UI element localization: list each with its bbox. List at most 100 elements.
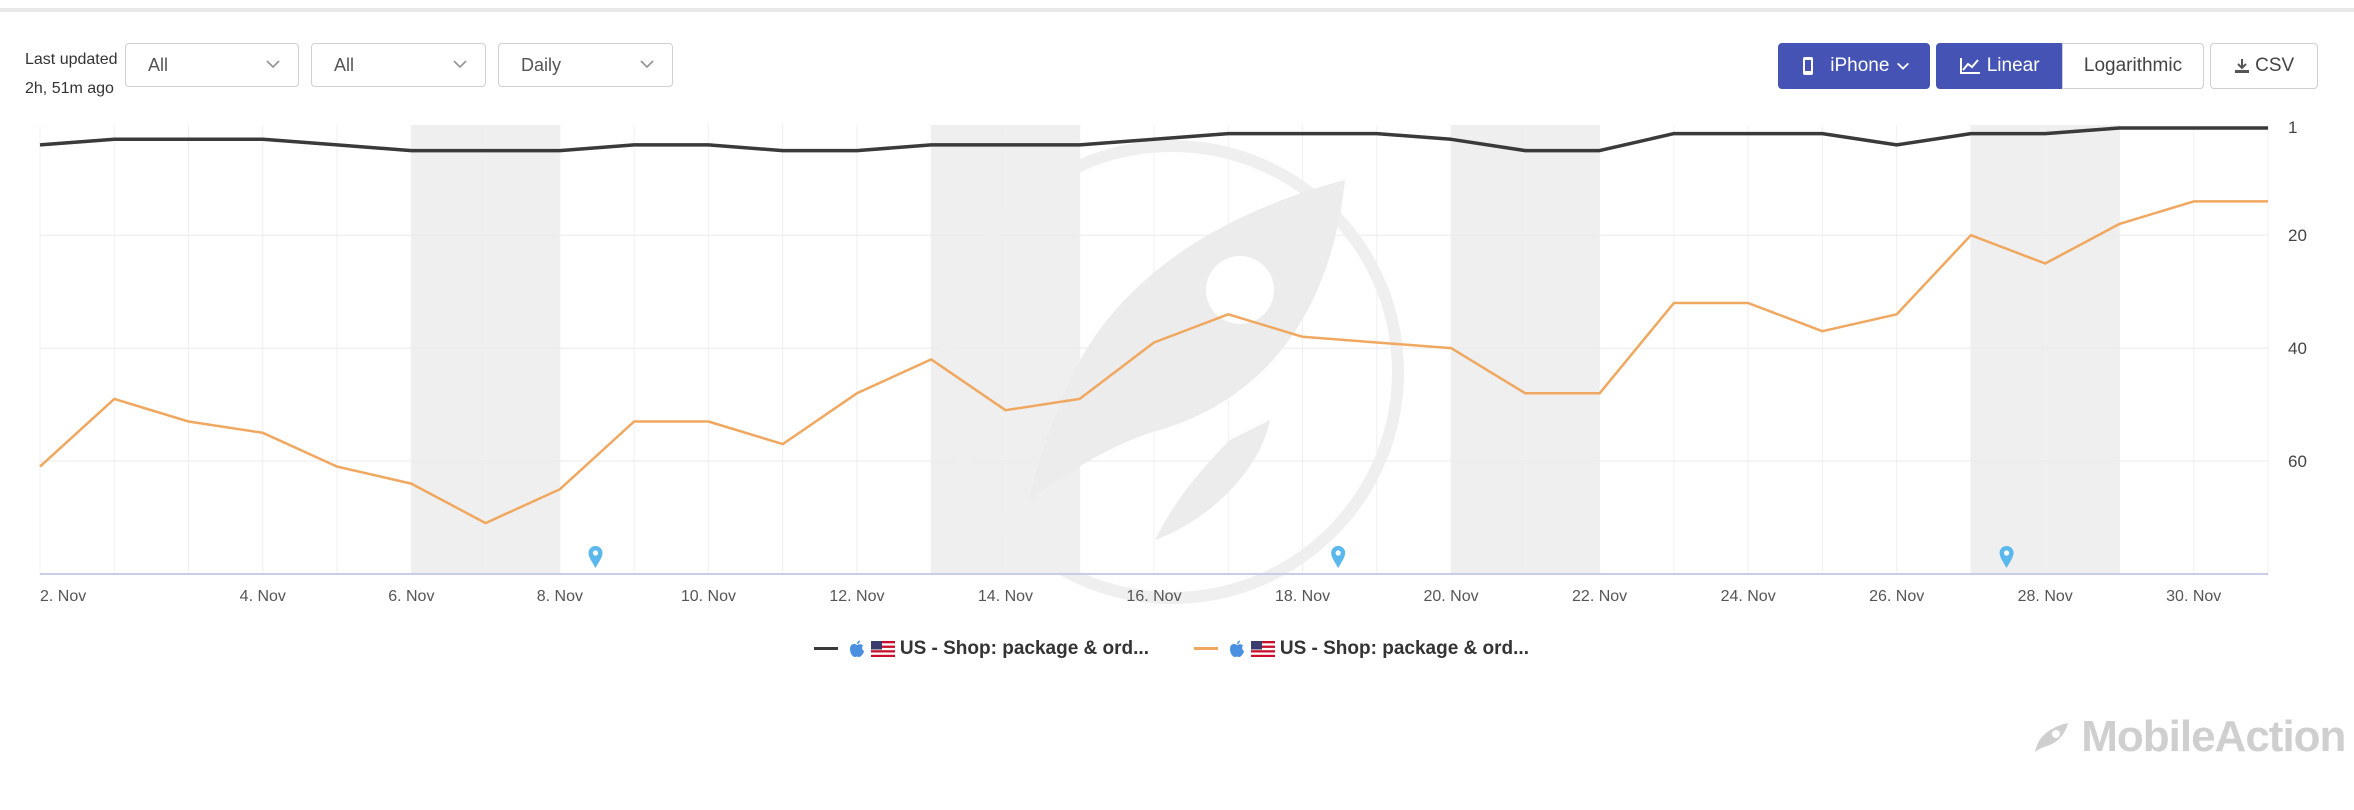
x-tick-label: 4. Nov: [240, 588, 286, 605]
series-2-point[interactable]: [1078, 397, 1082, 401]
top-divider: [0, 8, 2354, 12]
logarithmic-scale-button[interactable]: Logarithmic: [2062, 43, 2204, 89]
series-2-point[interactable]: [38, 465, 42, 469]
series-1-point[interactable]: [1375, 132, 1379, 136]
x-tick-label: 28. Nov: [2018, 588, 2073, 605]
series-2-point[interactable]: [1152, 340, 1156, 344]
series-2-point[interactable]: [2043, 261, 2047, 265]
series-2-point[interactable]: [558, 487, 562, 491]
series-2-point[interactable]: [1895, 312, 1899, 316]
series-1-point[interactable]: [2043, 132, 2047, 136]
x-tick-label: 26. Nov: [1869, 588, 1924, 605]
series-1-point[interactable]: [2266, 126, 2270, 130]
series-2-point[interactable]: [1226, 312, 1230, 316]
device-button[interactable]: iPhone: [1778, 43, 1930, 89]
series-2-point[interactable]: [2192, 199, 2196, 203]
series-2-point[interactable]: [855, 391, 859, 395]
chevron-down-icon: [453, 60, 467, 69]
legend-item-1[interactable]: US - Shop: package & ord...: [814, 636, 1149, 662]
x-tick-label: 14. Nov: [978, 588, 1033, 605]
series-2-point[interactable]: [2117, 222, 2121, 226]
series-1-point[interactable]: [2117, 126, 2121, 130]
rocket-watermark-icon: [940, 140, 1404, 604]
series-2-point[interactable]: [1969, 233, 1973, 237]
series-1-point[interactable]: [484, 149, 488, 153]
series-1-point[interactable]: [706, 143, 710, 147]
series-2-point[interactable]: [781, 442, 785, 446]
series-1-point[interactable]: [409, 149, 413, 153]
series-1-point[interactable]: [1969, 132, 1973, 136]
series-2-point[interactable]: [1598, 391, 1602, 395]
series-line-1[interactable]: [39, 126, 2268, 153]
y-tick-label: 1: [2288, 118, 2297, 137]
series-2-point[interactable]: [1746, 301, 1750, 305]
map-pin-icon[interactable]: [1999, 546, 2014, 568]
series-1-point[interactable]: [1078, 143, 1082, 147]
filter-dropdown-1[interactable]: All: [125, 43, 299, 87]
series-1-point[interactable]: [1226, 132, 1230, 136]
series-1-point[interactable]: [112, 137, 116, 141]
x-tick-label: 30. Nov: [2166, 588, 2221, 605]
series-1-point[interactable]: [38, 143, 42, 147]
series-1-point[interactable]: [2192, 126, 2196, 130]
series-1-point[interactable]: [1449, 137, 1453, 141]
series-line-2[interactable]: [39, 200, 2268, 525]
linear-scale-label: Linear: [1986, 55, 2040, 76]
series-2-point[interactable]: [409, 482, 413, 486]
brand-watermark-text: MobileAction: [2081, 712, 2346, 761]
series-1-point[interactable]: [1820, 132, 1824, 136]
apple-icon: [850, 640, 865, 657]
series-2-point[interactable]: [1375, 340, 1379, 344]
series-1-point[interactable]: [1523, 149, 1527, 153]
apple-icon: [1230, 640, 1245, 657]
series-2-point[interactable]: [632, 419, 636, 423]
us-flag-icon: [870, 640, 895, 657]
series-2-point[interactable]: [261, 431, 265, 435]
series-2-point[interactable]: [1820, 329, 1824, 333]
legend-item-2[interactable]: US - Shop: package & ord...: [1194, 636, 1529, 662]
filter-dropdown-2[interactable]: All: [311, 43, 486, 87]
series-1-point[interactable]: [1746, 132, 1750, 136]
series-1-point[interactable]: [558, 149, 562, 153]
last-updated-label: Last updated: [25, 51, 118, 68]
y-tick-label: 40: [2288, 339, 2307, 358]
series-1-point[interactable]: [261, 137, 265, 141]
series-2-point[interactable]: [1003, 408, 1007, 412]
map-pin-icon[interactable]: [588, 546, 603, 568]
series-1-point[interactable]: [335, 143, 339, 147]
series-2-point[interactable]: [484, 521, 488, 525]
x-tick-label: 20. Nov: [1423, 588, 1478, 605]
series-2-point[interactable]: [335, 465, 339, 469]
csv-export-button[interactable]: CSV: [2210, 43, 2318, 89]
series-2-point[interactable]: [112, 397, 116, 401]
period-dropdown[interactable]: Daily: [498, 43, 673, 87]
x-tick-label: 2. Nov: [40, 588, 86, 605]
series-2-point[interactable]: [187, 419, 191, 423]
series-1-point[interactable]: [632, 143, 636, 147]
x-tick-label: 6. Nov: [388, 588, 434, 605]
line-chart-icon: [1960, 57, 1981, 74]
series-1-point[interactable]: [1152, 137, 1156, 141]
x-tick-label: 16. Nov: [1126, 588, 1181, 605]
series-1-point[interactable]: [1003, 143, 1007, 147]
series-1-point[interactable]: [1895, 143, 1899, 147]
series-2-point[interactable]: [1449, 346, 1453, 350]
series-2-point[interactable]: [929, 357, 933, 361]
x-tick-label: 12. Nov: [829, 588, 884, 605]
series-1-point[interactable]: [781, 149, 785, 153]
map-pin-icon[interactable]: [1331, 546, 1346, 568]
series-1-point[interactable]: [929, 143, 933, 147]
series-2-point[interactable]: [1301, 335, 1305, 339]
series-2-point[interactable]: [1523, 391, 1527, 395]
series-2-point[interactable]: [2266, 199, 2270, 203]
series-1-point[interactable]: [1672, 132, 1676, 136]
series-2-point[interactable]: [706, 419, 710, 423]
series-1-point[interactable]: [1301, 132, 1305, 136]
rank-history-chart: 2. Nov 4. Nov 6. Nov 8. Nov 10. Nov 12. Nov 14…: [38, 118, 2307, 605]
series-1-point[interactable]: [1598, 149, 1602, 153]
series-1-point[interactable]: [855, 149, 859, 153]
series-1-point[interactable]: [187, 137, 191, 141]
series-2-point[interactable]: [1672, 301, 1676, 305]
x-tick-label: 10. Nov: [681, 588, 736, 605]
linear-scale-button[interactable]: Linear: [1936, 43, 2063, 89]
